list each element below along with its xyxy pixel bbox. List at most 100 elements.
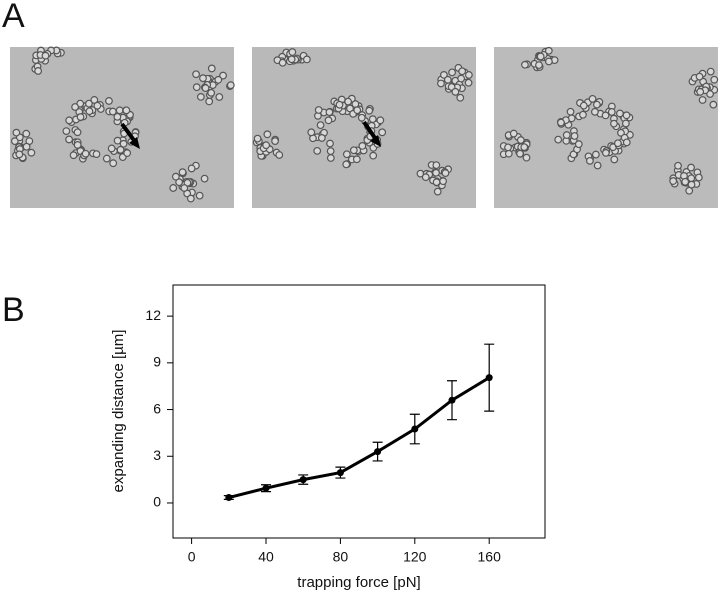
cell (27, 148, 36, 157)
cell (710, 75, 719, 84)
cell (200, 174, 209, 183)
cell (271, 137, 279, 145)
cell (207, 88, 216, 97)
cell (601, 148, 610, 157)
cell (516, 149, 524, 158)
micrographs (10, 46, 719, 208)
cell (432, 161, 441, 170)
cell (263, 130, 272, 139)
cell (215, 93, 224, 101)
cell (178, 168, 187, 177)
cell (196, 92, 205, 101)
x-tick-label: 0 (188, 549, 196, 565)
cell (365, 106, 374, 115)
cell (593, 161, 602, 170)
cell (443, 75, 452, 84)
cell (569, 150, 578, 159)
cell (92, 150, 101, 159)
cell (73, 141, 82, 149)
y-tick-label: 9 (153, 354, 161, 370)
cell (522, 153, 531, 162)
data-point (262, 484, 270, 492)
cell (65, 135, 73, 144)
y-tick-label: 6 (153, 400, 161, 416)
cell (34, 67, 43, 75)
cell (71, 103, 79, 111)
cell (326, 147, 335, 156)
cell (378, 128, 387, 137)
y-tick-label: 12 (145, 307, 161, 323)
cell (113, 136, 122, 145)
cell (535, 61, 543, 69)
cell (695, 72, 704, 81)
cell (570, 132, 579, 140)
cell (326, 139, 334, 148)
cell (113, 112, 122, 121)
cell (566, 107, 575, 116)
cell (464, 71, 473, 79)
cell (709, 100, 718, 109)
cell (591, 150, 600, 159)
cell (253, 134, 262, 143)
plot-frame (172, 284, 546, 539)
cell (520, 143, 529, 152)
cell (440, 70, 448, 79)
cell (706, 67, 715, 76)
cell (93, 101, 102, 110)
cell (342, 150, 351, 159)
cell (607, 108, 616, 116)
arrows (120, 120, 381, 149)
y-tick-label: 0 (153, 494, 161, 510)
cell (207, 64, 216, 73)
data-point (374, 448, 382, 456)
cell (307, 128, 316, 137)
cell (123, 149, 132, 157)
cell (601, 111, 610, 120)
cell (41, 51, 50, 60)
data-point (225, 494, 233, 502)
cell (544, 46, 553, 55)
cell (342, 160, 351, 169)
cell (357, 113, 366, 122)
cell (588, 94, 597, 103)
cell (171, 172, 180, 181)
cell (591, 107, 599, 116)
cell (610, 119, 618, 128)
cell (186, 194, 195, 203)
cell (504, 149, 513, 158)
cell (85, 99, 93, 108)
cell (536, 52, 545, 61)
cell (509, 129, 518, 138)
cell (10, 137, 19, 146)
cell (262, 141, 271, 150)
cell (562, 131, 571, 139)
cell (214, 75, 223, 84)
cell (614, 139, 622, 148)
cell (313, 146, 322, 155)
cell (326, 154, 335, 162)
data-point (299, 476, 307, 484)
cell (288, 48, 297, 56)
cell (352, 155, 361, 164)
cell (302, 55, 311, 64)
x-axis-label: trapping force [pN] (297, 574, 420, 591)
cell (278, 58, 287, 67)
cell (674, 161, 682, 170)
cell (119, 139, 128, 148)
cell (458, 67, 467, 76)
data-point (448, 396, 456, 404)
x-tick-label: 40 (258, 549, 274, 565)
cell (187, 164, 196, 173)
panel-label: A (2, 0, 25, 35)
cell (696, 87, 705, 96)
cell (325, 108, 334, 117)
cell (65, 116, 74, 125)
cell (521, 60, 529, 69)
cell (109, 159, 118, 168)
cell (353, 106, 362, 115)
cell (669, 177, 678, 185)
cell (448, 68, 456, 77)
cell (579, 101, 588, 110)
cell (335, 100, 344, 109)
